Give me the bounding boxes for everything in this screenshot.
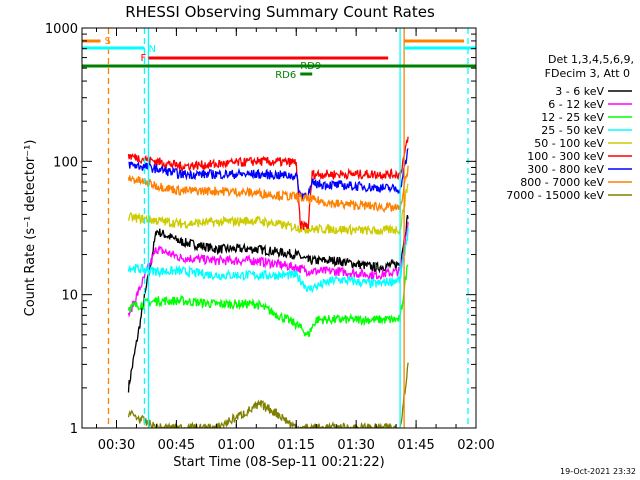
legend: Det 1,3,4,5,6,9, FDecim 3, Att 0 3 - 6 k… — [506, 53, 634, 202]
legend-label-5: 100 - 300 keV — [527, 150, 604, 163]
x-tick-label: 01:45 — [397, 438, 434, 453]
y-tick-label: 1000 — [45, 22, 78, 37]
legend-label-8: 7000 - 15000 keV — [506, 189, 604, 202]
x-tick-label: 00:30 — [98, 438, 135, 453]
x-tick-label: 01:00 — [218, 438, 255, 453]
legend-label-4: 50 - 100 keV — [534, 137, 604, 150]
x-tick-label: 02:00 — [457, 438, 494, 453]
chart-title: RHESSI Observing Summary Count Rates — [125, 3, 435, 21]
series-line-4 — [127, 183, 409, 236]
x-tick-label: 01:15 — [278, 438, 315, 453]
flag-label-s: S — [105, 36, 111, 47]
y-tick-label: 10 — [61, 289, 78, 304]
flag-label-f: F — [140, 53, 146, 64]
y-tick-label: 100 — [53, 155, 78, 170]
plot-frame — [81, 27, 477, 429]
y-axis-label: Count Rate (s⁻¹ detector⁻¹) — [23, 140, 38, 317]
series-layer — [127, 136, 409, 428]
y-tick-label: 1 — [70, 422, 78, 437]
legend-label-7: 800 - 7000 keV — [520, 176, 604, 189]
series-line-3 — [127, 227, 409, 294]
legend-header-2: FDecim 3, Att 0 — [545, 67, 630, 80]
series-line-6 — [128, 148, 409, 202]
flags-layer: S NF RD9 RD6 — [82, 28, 476, 428]
series-line-1 — [127, 222, 409, 318]
x-tick-label: 00:45 — [158, 438, 195, 453]
series-line-5 — [127, 136, 409, 230]
series-line-2 — [127, 264, 409, 338]
legend-label-0: 3 - 6 keV — [555, 85, 604, 98]
legend-label-2: 12 - 25 keV — [541, 111, 604, 124]
series-line-8 — [127, 362, 409, 428]
flag-label-rd9: RD9 — [300, 61, 321, 72]
x-tick-label: 01:30 — [337, 438, 374, 453]
legend-label-1: 6 - 12 keV — [548, 98, 604, 111]
series-line-0 — [127, 214, 409, 393]
x-axis-label: Start Time (08-Sep-11 00:21:22) — [173, 455, 384, 470]
legend-label-3: 25 - 50 keV — [541, 124, 604, 137]
flag-label-rd6: RD6 — [275, 70, 296, 81]
legend-label-6: 300 - 800 keV — [527, 163, 604, 176]
flag-label-n: N — [148, 44, 155, 55]
legend-header-1: Det 1,3,4,5,6,9, — [548, 53, 634, 66]
timestamp: 19-Oct-2021 23:32 — [560, 467, 636, 476]
axes-layer: 00:30 00:45 01:00 01:15 01:30 01:45 02:00 1 10 10… — [45, 22, 495, 453]
series-line-7 — [127, 165, 409, 214]
